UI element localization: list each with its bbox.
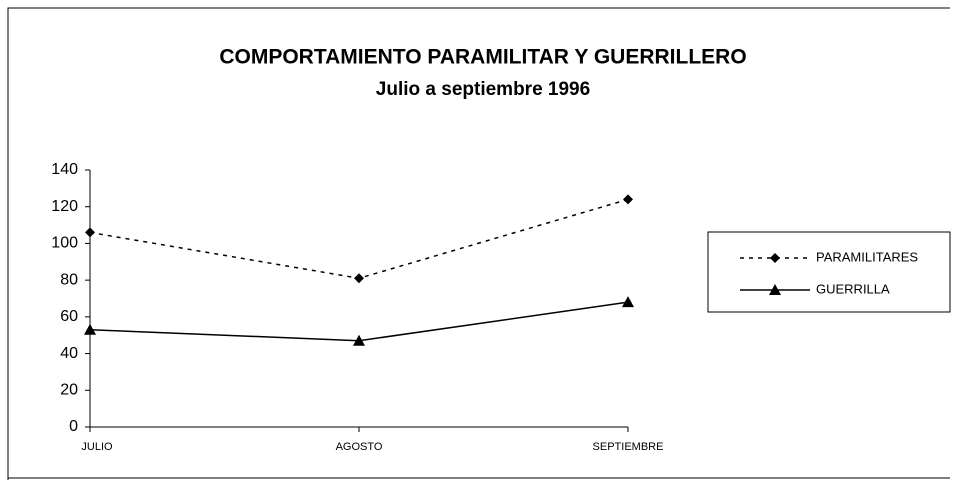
marker <box>84 323 96 335</box>
y-tick-label: 0 <box>69 418 78 435</box>
marker <box>769 284 781 295</box>
x-tick-label: JULIO <box>81 441 113 453</box>
y-tick-label: 140 <box>51 161 78 178</box>
marker <box>622 296 634 308</box>
marker <box>353 334 365 346</box>
marker <box>354 273 364 284</box>
marker <box>85 227 95 238</box>
chart-title: COMPORTAMIENTO PARAMILITAR Y GUERRILLERO <box>219 46 746 69</box>
legend-label: PARAMILITARES <box>816 249 918 264</box>
marker <box>623 194 633 205</box>
legend-box <box>707 231 951 313</box>
x-tick-label: AGOSTO <box>336 441 383 453</box>
y-tick-label: 40 <box>60 345 78 362</box>
y-tick-label: 120 <box>51 198 78 215</box>
chart-subtitle: Julio a septiembre 1996 <box>376 79 590 100</box>
frame <box>7 7 950 480</box>
legend-label: GUERRILLA <box>816 281 890 296</box>
x-tick-label: SEPTIEMBRE <box>593 441 664 453</box>
marker <box>770 253 780 263</box>
y-tick-label: 100 <box>51 235 78 252</box>
series-line <box>89 198 629 280</box>
y-tick-label: 80 <box>60 271 78 288</box>
y-tick-label: 20 <box>60 382 78 399</box>
y-tick-label: 60 <box>60 308 78 325</box>
